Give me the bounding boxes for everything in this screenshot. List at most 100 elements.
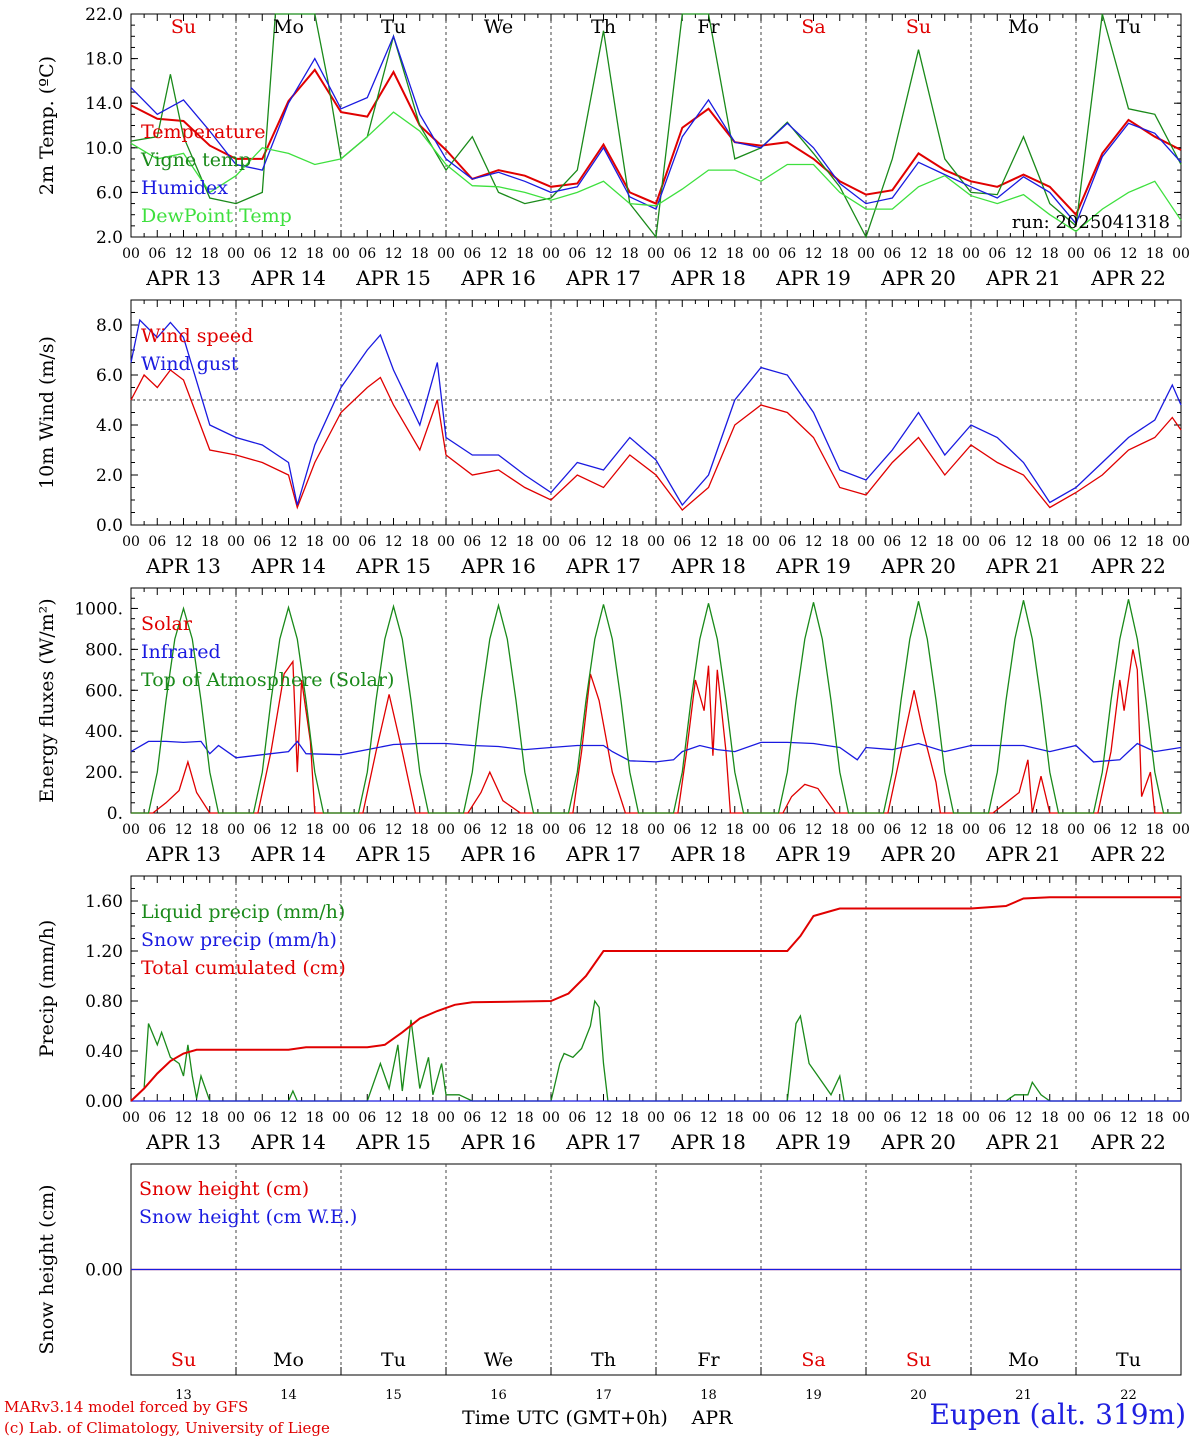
day-abbr-label: Tu [1116, 16, 1141, 38]
hour-tick-label: 00 [332, 534, 350, 550]
y-tick-label: 0.80 [85, 992, 123, 1012]
hour-tick-label: 18 [516, 534, 534, 550]
month-label: APR [691, 1407, 734, 1429]
hour-tick-label: 18 [1041, 246, 1059, 262]
y-tick-label: 1.20 [85, 942, 123, 962]
day-abbr-label: Th [591, 16, 616, 38]
hour-tick-label: 12 [595, 246, 613, 262]
hour-tick-label: 00 [437, 534, 455, 550]
hour-tick-label: 12 [595, 534, 613, 550]
day-abbr-label: Tu [381, 16, 406, 38]
date-label: APR 17 [565, 842, 641, 866]
date-label: APR 20 [880, 1130, 956, 1154]
hour-tick-label: 12 [385, 246, 403, 262]
hour-tick-label: 12 [805, 246, 823, 262]
hour-tick-label: 00 [227, 246, 245, 262]
hour-tick-label: 18 [831, 534, 849, 550]
hour-tick-label: 18 [201, 246, 219, 262]
date-label: APR 19 [775, 266, 851, 290]
hour-tick-label: 12 [1015, 822, 1033, 838]
day-number-label: 20 [910, 1388, 927, 1403]
hour-tick-label: 12 [595, 822, 613, 838]
hour-tick-label: 00 [857, 246, 875, 262]
hour-tick-label: 00 [542, 822, 560, 838]
hour-tick-label: 00 [857, 1110, 875, 1126]
station-label: Eupen (alt. 319m) [929, 1398, 1186, 1431]
y-tick-label: 8.0 [96, 316, 123, 336]
y-axis-label: 2m Temp. (ºC) [36, 56, 58, 195]
hour-tick-label: 12 [910, 246, 928, 262]
date-label: APR 14 [250, 266, 326, 290]
hour-tick-label: 12 [175, 246, 193, 262]
day-abbr-label: Mo [1008, 1349, 1039, 1371]
y-tick-label: 2.0 [96, 228, 123, 248]
hour-tick-label: 06 [883, 246, 901, 262]
hour-tick-label: 18 [1146, 1110, 1164, 1126]
hour-tick-label: 06 [568, 822, 586, 838]
hour-tick-label: 18 [621, 246, 639, 262]
hour-tick-label: 00 [332, 1110, 350, 1126]
hour-tick-label: 12 [805, 534, 823, 550]
date-label: APR 22 [1090, 554, 1166, 578]
y-tick-label: 4.0 [96, 416, 123, 436]
hour-tick-label: 12 [385, 534, 403, 550]
hour-tick-label: 00 [122, 1110, 140, 1126]
hour-tick-label: 06 [463, 1110, 481, 1126]
hour-tick-label: 12 [805, 1110, 823, 1126]
hour-tick-label: 06 [883, 1110, 901, 1126]
hour-tick-label: 00 [542, 534, 560, 550]
legend-entry: DewPoint Temp [141, 205, 292, 227]
hour-tick-label: 18 [306, 246, 324, 262]
lab-credit: (c) Lab. of Climatology, University of L… [4, 1419, 330, 1437]
hour-tick-label: 18 [936, 822, 954, 838]
hour-tick-label: 06 [673, 822, 691, 838]
date-label: APR 21 [985, 554, 1061, 578]
series-line [131, 649, 1181, 814]
hour-tick-label: 12 [910, 822, 928, 838]
hour-tick-label: 00 [1172, 246, 1190, 262]
date-label: APR 18 [670, 1130, 746, 1154]
date-label: APR 17 [565, 554, 641, 578]
hour-tick-label: 00 [1067, 246, 1085, 262]
hour-tick-label: 12 [910, 1110, 928, 1126]
hour-tick-label: 18 [306, 534, 324, 550]
day-abbr-label: Th [591, 1349, 616, 1371]
hour-tick-label: 00 [962, 534, 980, 550]
y-tick-label: 2.0 [96, 466, 123, 486]
hour-tick-label: 06 [778, 1110, 796, 1126]
date-label: APR 15 [355, 266, 431, 290]
series-line [130, 318, 1182, 507]
hour-tick-label: 12 [490, 534, 508, 550]
day-abbr-label: Sa [801, 1349, 825, 1371]
date-label: APR 16 [460, 842, 536, 866]
hour-tick-label: 06 [778, 822, 796, 838]
hour-tick-label: 06 [358, 822, 376, 838]
legend-entry: Wind speed [141, 325, 253, 347]
hour-tick-label: 06 [988, 822, 1006, 838]
day-abbr-label: Su [906, 1349, 931, 1371]
hour-tick-label: 00 [437, 246, 455, 262]
hour-tick-label: 00 [122, 534, 140, 550]
y-tick-label: 800. [85, 640, 123, 660]
hour-tick-label: 00 [1067, 822, 1085, 838]
y-tick-label: 0. [107, 804, 123, 824]
series-line [130, 13, 1182, 239]
day-number-label: 19 [805, 1388, 822, 1403]
hour-tick-label: 12 [385, 1110, 403, 1126]
legend-entry: Total cumulated (cm) [141, 957, 346, 979]
hour-tick-label: 18 [516, 1110, 534, 1126]
hour-tick-label: 00 [647, 246, 665, 262]
hour-tick-label: 18 [411, 246, 429, 262]
hour-tick-label: 00 [857, 822, 875, 838]
hour-tick-label: 18 [516, 822, 534, 838]
hour-tick-label: 18 [411, 1110, 429, 1126]
day-number-label: 21 [1015, 1388, 1032, 1403]
day-number-label: 22 [1120, 1388, 1137, 1403]
hour-tick-label: 00 [332, 246, 350, 262]
day-number-label: 14 [280, 1388, 297, 1403]
date-label: APR 17 [565, 1130, 641, 1154]
hour-tick-label: 12 [385, 822, 403, 838]
hour-tick-label: 00 [647, 534, 665, 550]
hour-tick-label: 18 [1146, 822, 1164, 838]
hour-tick-label: 06 [988, 534, 1006, 550]
